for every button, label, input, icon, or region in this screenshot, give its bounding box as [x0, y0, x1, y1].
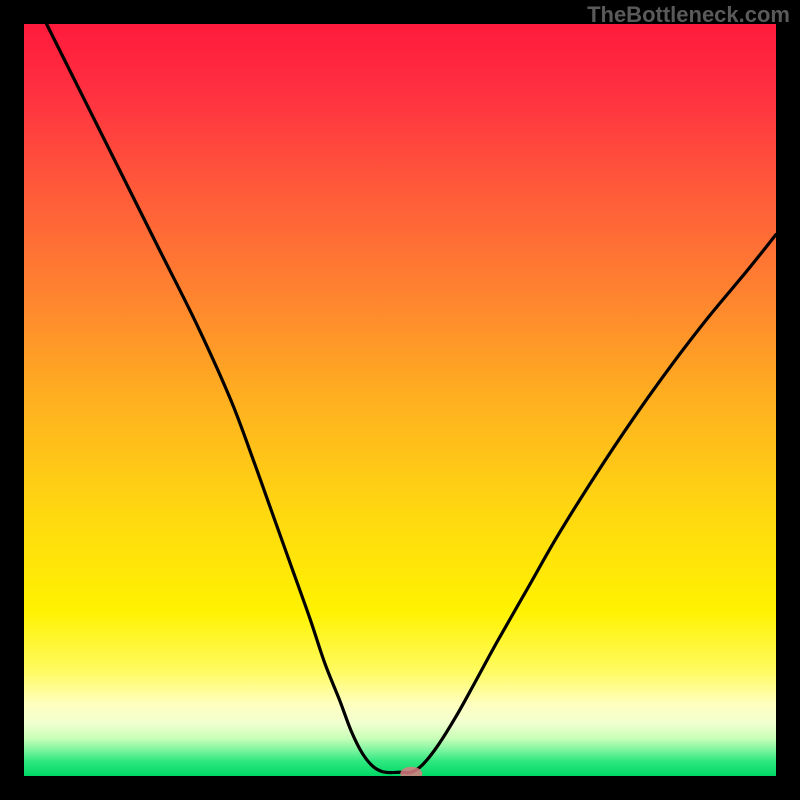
gradient-background: [24, 24, 776, 776]
chart-container: TheBottleneck.com: [0, 0, 800, 800]
plot-area: [24, 24, 776, 776]
